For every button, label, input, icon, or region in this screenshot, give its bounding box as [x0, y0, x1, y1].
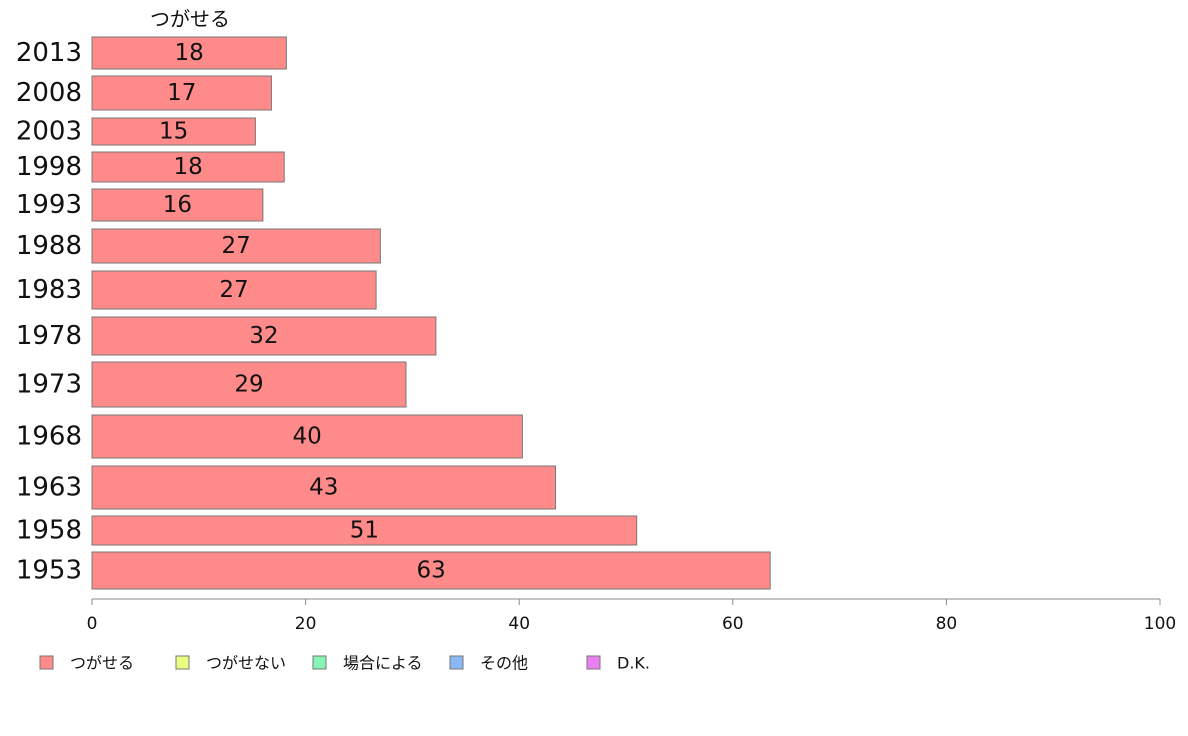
data-label-1978: 32 [249, 323, 278, 349]
bar-1953 [91, 551, 771, 590]
legend-swatch-1 [175, 655, 190, 670]
x-axis: 0 20 40 60 80 100 [87, 598, 1176, 634]
legend-label-3: その他 [480, 654, 528, 673]
bar-1968 [91, 414, 523, 459]
legend-label-2: 場合による [343, 654, 423, 673]
legend-swatch-4 [586, 655, 601, 670]
data-label-1958: 51 [350, 518, 379, 544]
y-tick-label-1978: 1978 [16, 321, 82, 351]
y-tick-label-1993: 1993 [16, 190, 82, 220]
data-label-1998: 18 [173, 154, 202, 180]
bar-1958 [91, 515, 638, 546]
x-tick-label-60: 60 [722, 614, 744, 634]
bar-2013 [91, 36, 287, 70]
y-tick-label-2003: 2003 [16, 117, 82, 147]
data-label-1968: 40 [293, 424, 322, 450]
x-tick-label-0: 0 [87, 614, 98, 634]
x-tick-label-80: 80 [936, 614, 958, 634]
x-tick-label-20: 20 [295, 614, 317, 634]
legend-label-0: つがせる [70, 654, 134, 673]
data-label-2008: 17 [167, 80, 196, 106]
y-tick-label-1983: 1983 [16, 275, 82, 305]
data-label-1963: 43 [309, 475, 338, 501]
y-tick-label-2013: 2013 [16, 38, 82, 68]
bar-1993 [91, 188, 264, 222]
bar-1983 [91, 270, 377, 310]
data-label-1953: 63 [416, 558, 445, 584]
series-title: つがせる [150, 7, 230, 31]
legend-label-4: D.K. [617, 654, 650, 673]
y-axis-labels: 2013 2008 2003 1998 1993 1988 1983 1978 1973 1968… [16, 38, 82, 586]
bar-1978 [91, 316, 437, 356]
legend-swatch-2 [312, 655, 327, 670]
bar-1998 [91, 151, 285, 183]
bar-1963 [91, 465, 557, 510]
data-label-1973: 29 [234, 372, 263, 398]
y-tick-label-1988: 1988 [16, 231, 82, 261]
y-tick-label-1958: 1958 [16, 516, 82, 546]
x-tick-label-40: 40 [508, 614, 530, 634]
data-label-1993: 16 [163, 192, 192, 218]
data-label-1988: 27 [222, 233, 251, 259]
x-tick-label-100: 100 [1144, 614, 1176, 634]
data-label-2013: 18 [175, 40, 204, 66]
data-label-2003: 15 [159, 119, 188, 145]
y-tick-label-1968: 1968 [16, 422, 82, 452]
y-tick-label-1998: 1998 [16, 152, 82, 182]
y-tick-label-1953: 1953 [16, 556, 82, 586]
legend: つがせる つがせない 場合による その他 D.K. [39, 654, 650, 673]
legend-label-1: つがせない [206, 654, 286, 673]
legend-swatch-3 [449, 655, 464, 670]
y-tick-label-2008: 2008 [16, 78, 82, 108]
y-tick-label-1973: 1973 [16, 370, 82, 400]
bar-2003 [91, 117, 256, 146]
legend-swatch-0 [39, 655, 54, 670]
bar-2008 [91, 75, 272, 111]
bar-1973 [91, 361, 407, 408]
y-tick-label-1963: 1963 [16, 473, 82, 503]
bar-1988 [91, 228, 381, 264]
data-label-1983: 27 [219, 277, 248, 303]
